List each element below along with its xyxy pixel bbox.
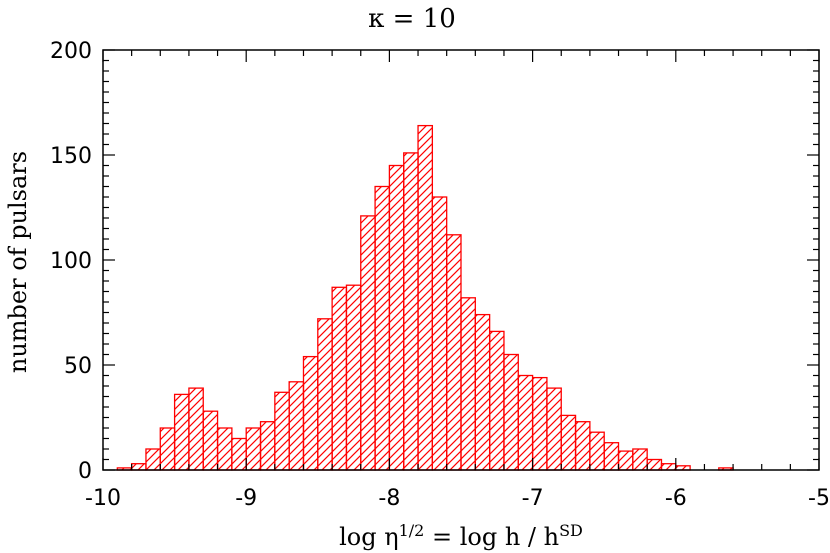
x-tick-label: -5 <box>808 486 830 511</box>
histogram-bar <box>546 387 562 471</box>
histogram-bar <box>617 450 634 471</box>
histogram-bar <box>517 374 534 471</box>
histogram-bar <box>388 164 405 471</box>
histogram-bar <box>417 124 434 471</box>
bars-group <box>116 124 734 471</box>
histogram-bar <box>259 421 276 471</box>
histogram-bar <box>446 234 462 471</box>
histogram-bar <box>474 313 491 471</box>
histogram-bar <box>574 421 591 471</box>
x-tick-labels: -10 -9 -8 -7 -6 -5 <box>85 486 830 511</box>
histogram-bar <box>274 391 290 471</box>
histogram-bar <box>374 185 391 471</box>
histogram-bar <box>531 376 548 471</box>
histogram-bar <box>660 463 677 471</box>
x-tick-label: -7 <box>522 486 544 511</box>
histogram-bar <box>589 431 605 471</box>
histogram-bar <box>173 393 190 471</box>
axis-ticks <box>102 49 820 471</box>
y-tick-label: 0 <box>78 459 92 484</box>
chart-title: κ = 10 <box>368 4 456 34</box>
histogram-bar <box>632 448 648 471</box>
histogram-bar <box>159 427 176 471</box>
y-tick-label: 150 <box>50 144 92 169</box>
x-tick-label: -6 <box>665 486 687 511</box>
histogram-bar <box>317 318 333 471</box>
histogram-bar <box>245 427 262 471</box>
x-axis-label-prefix: log η <box>339 523 399 551</box>
histogram-bar <box>331 286 348 471</box>
x-axis-label-prefix-superscript: 1/2 <box>399 521 425 540</box>
histogram-bar <box>488 330 505 471</box>
histogram-bar <box>403 152 419 471</box>
y-tick-label: 200 <box>50 39 92 64</box>
y-tick-label: 50 <box>64 354 92 379</box>
histogram-bar <box>302 355 319 471</box>
histogram-bar <box>231 437 247 471</box>
histogram-bar <box>188 387 204 471</box>
histogram-bar <box>288 381 305 471</box>
histogram-bar <box>431 196 448 471</box>
histogram-bar <box>202 410 219 471</box>
histogram-bar <box>603 442 620 471</box>
histogram-bar <box>360 215 376 471</box>
histogram-bar <box>145 448 161 471</box>
x-axis-label-middle: = log h / h <box>424 523 559 551</box>
histogram-bar <box>345 284 362 471</box>
x-axis-label-superscript: SD <box>559 521 583 540</box>
y-tick-label: 100 <box>50 249 92 274</box>
y-axis-label: number of pulsars <box>4 151 32 373</box>
histogram-bar <box>216 427 233 471</box>
x-tick-label: -9 <box>235 486 257 511</box>
y-tick-labels: 0 50 100 150 200 <box>50 39 92 484</box>
histogram-bar <box>646 458 663 471</box>
histogram-bar <box>460 297 476 471</box>
histogram-bar <box>503 353 519 471</box>
x-tick-label: -8 <box>378 486 400 511</box>
x-axis-label: log η1/2 = log h / hSD <box>339 521 583 551</box>
histogram-bar <box>130 463 147 471</box>
x-tick-label: -10 <box>85 486 121 511</box>
histogram-bar <box>560 414 577 471</box>
